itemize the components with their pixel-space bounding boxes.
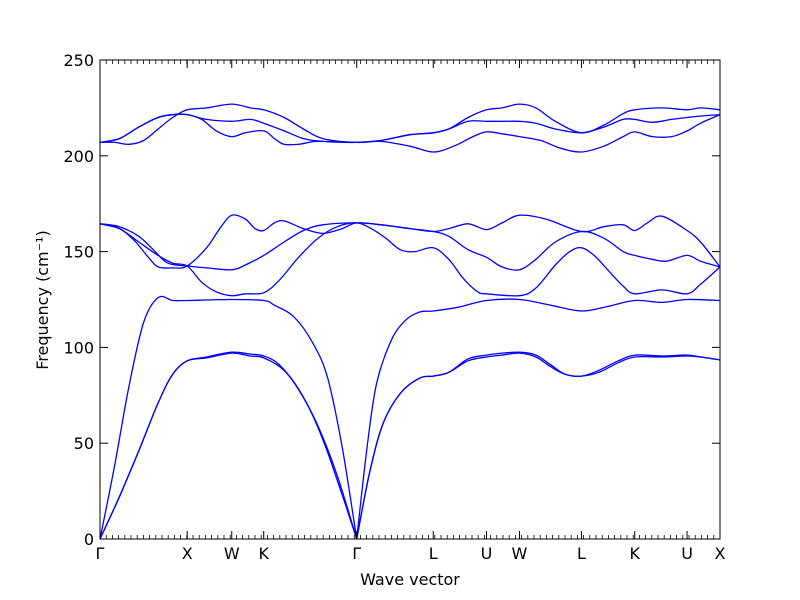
x-tick-label-0: Γ bbox=[96, 544, 105, 563]
band-2 bbox=[99, 351, 358, 540]
y-tick-label-250: 250 bbox=[63, 51, 94, 70]
plot-area bbox=[100, 60, 720, 539]
x-tick-label-10: U bbox=[681, 544, 693, 563]
plot-frame bbox=[99, 59, 721, 540]
y-axis: 0 50 100 150 200 250 bbox=[63, 51, 720, 549]
x-tick-label-9: K bbox=[630, 544, 641, 563]
band-9 bbox=[99, 222, 721, 297]
band-5 bbox=[356, 351, 721, 540]
y-axis-title: Frequency (cm⁻¹) bbox=[33, 230, 52, 369]
x-tick-label-4: Γ bbox=[352, 544, 361, 563]
x-tick-label-6: U bbox=[481, 544, 493, 563]
band-12 bbox=[99, 103, 721, 145]
x-tick-label-3: K bbox=[258, 544, 269, 563]
y-tick-label-50: 50 bbox=[74, 434, 94, 453]
x-tick-label-8: L bbox=[577, 544, 586, 563]
x-axis-title: Wave vector bbox=[360, 570, 460, 589]
y-tick-label-0: 0 bbox=[84, 530, 94, 549]
x-tick-label-7: W bbox=[512, 544, 528, 563]
x-tick-label-2: W bbox=[224, 544, 240, 563]
y-tick-label-150: 150 bbox=[63, 243, 94, 262]
series-layer bbox=[99, 103, 721, 540]
band-6 bbox=[356, 298, 721, 540]
band-3 bbox=[99, 295, 358, 540]
x-tick-label-1: X bbox=[182, 544, 193, 563]
y-tick-label-200: 200 bbox=[63, 147, 94, 166]
x-tick-label-5: L bbox=[429, 544, 438, 563]
x-tick-label-11: X bbox=[715, 544, 726, 563]
band-11 bbox=[99, 113, 721, 153]
y-tick-label-100: 100 bbox=[63, 338, 94, 357]
